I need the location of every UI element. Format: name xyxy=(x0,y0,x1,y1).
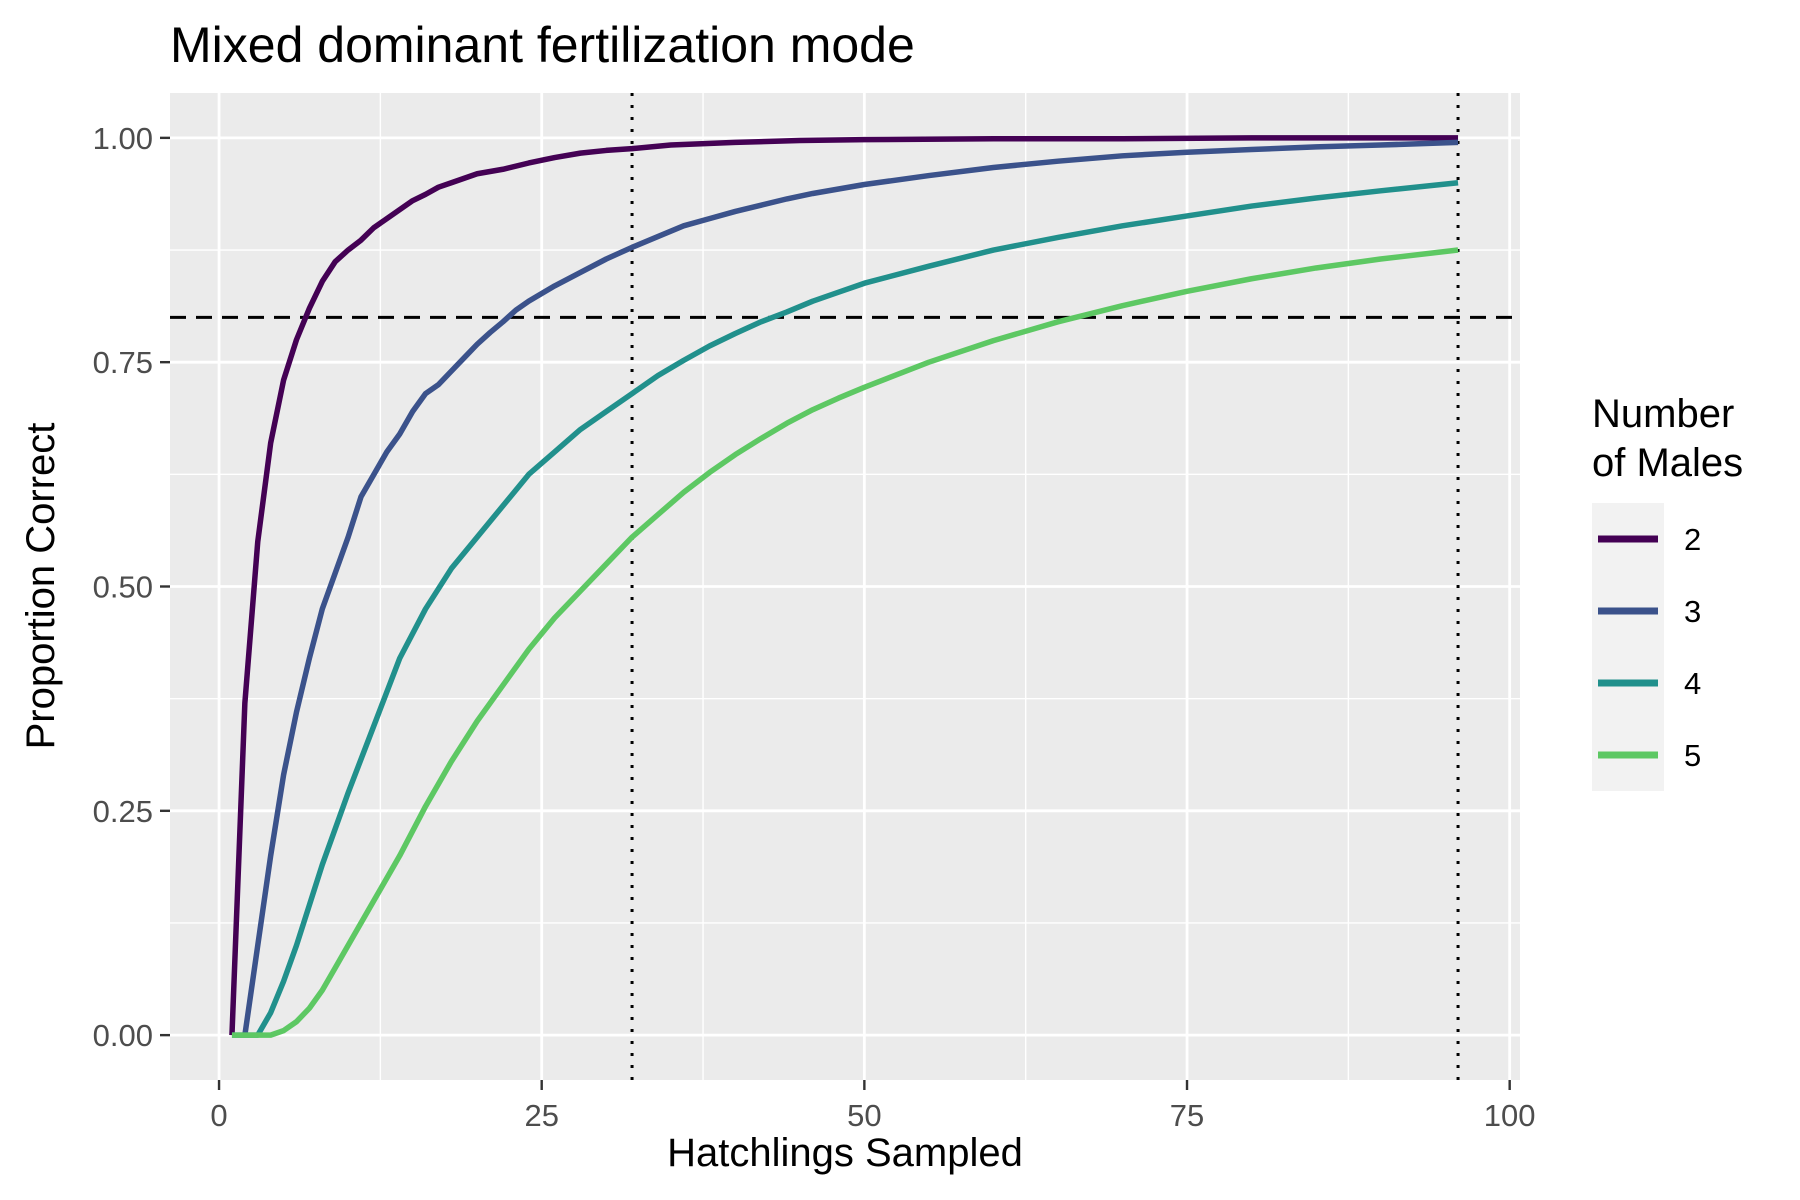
legend-label-4: 4 xyxy=(1684,666,1701,701)
series-line-2-males xyxy=(229,135,1459,1036)
y-tick-label: 0.75 xyxy=(93,345,153,380)
x-tick-label: 100 xyxy=(1484,1098,1536,1133)
legend: Number of Males 2 3 4 5 xyxy=(1592,392,1743,791)
legend-label-2: 2 xyxy=(1684,522,1701,557)
legend-title-line: Number xyxy=(1592,392,1734,436)
series-line-5-males xyxy=(231,247,1459,1038)
y-tick-label: 1.00 xyxy=(93,121,153,156)
chart-title: Mixed dominant fertilization mode xyxy=(170,17,915,73)
x-tick-label: 75 xyxy=(1170,1098,1204,1133)
series-line-4-males xyxy=(231,179,1459,1038)
x-tick-label: 0 xyxy=(210,1098,227,1133)
reference-layer xyxy=(170,93,1520,1080)
legend-label-3: 3 xyxy=(1684,594,1701,629)
x-tick-label: 50 xyxy=(847,1098,881,1133)
axis-layer: 0 25 50 75 100 0.00 0.25 0.50 0.75 1.00 xyxy=(93,121,1536,1133)
x-tick-label: 25 xyxy=(524,1098,558,1133)
legend-key-background xyxy=(1592,503,1664,791)
y-tick-label: 0.25 xyxy=(93,794,153,829)
series-layer xyxy=(229,135,1459,1038)
grid-layer xyxy=(170,93,1520,1080)
x-axis-title: Hatchlings Sampled xyxy=(667,1131,1023,1175)
legend-label-5: 5 xyxy=(1684,738,1701,773)
y-tick-label: 0.00 xyxy=(93,1018,153,1053)
legend-title-line: of Males xyxy=(1592,441,1743,485)
y-axis-title: Proportion Correct xyxy=(19,423,63,750)
series-line-3-males xyxy=(242,139,1459,1036)
y-tick-label: 0.50 xyxy=(93,570,153,605)
